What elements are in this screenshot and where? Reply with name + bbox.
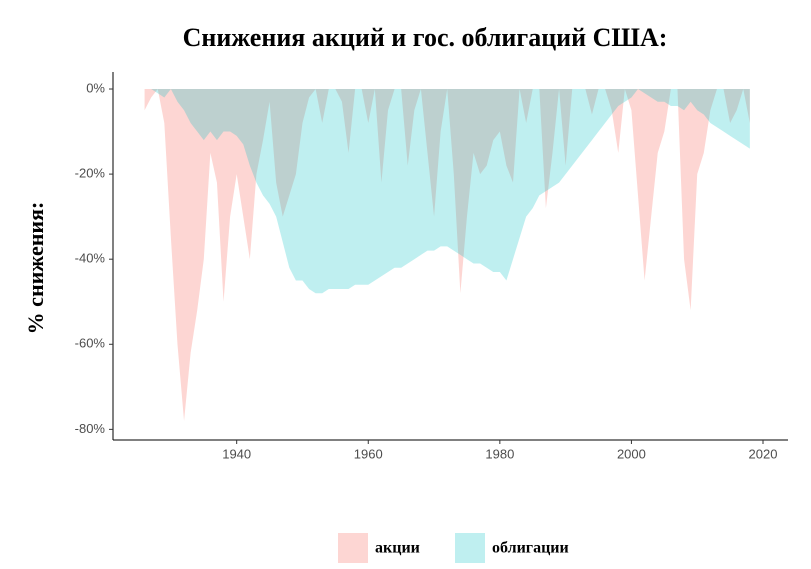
x-tick-label: 2000 — [617, 446, 646, 461]
y-axis-label: % снижения: — [23, 202, 48, 335]
x-tick-label: 1980 — [485, 446, 514, 461]
area — [144, 89, 750, 421]
area — [144, 89, 750, 294]
legend-label: облигации — [492, 540, 569, 557]
legend-swatch — [338, 533, 368, 563]
y-tick-label: -60% — [75, 336, 106, 351]
y-tick-label: -40% — [75, 251, 106, 266]
x-tick-label: 1940 — [222, 446, 251, 461]
y-tick-label: -80% — [75, 421, 106, 436]
y-tick-label: 0% — [86, 80, 105, 95]
legend-swatch — [455, 533, 485, 563]
chart-title: Снижения акций и гос. облигаций США: — [183, 23, 668, 52]
legend-label: акции — [375, 540, 420, 557]
x-tick-label: 1960 — [354, 446, 383, 461]
x-tick-label: 2020 — [749, 446, 778, 461]
y-tick-label: -20% — [75, 166, 106, 181]
